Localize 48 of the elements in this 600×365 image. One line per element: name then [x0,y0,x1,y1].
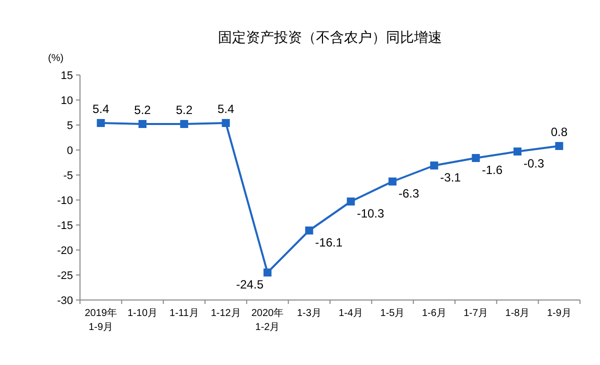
point [305,226,314,234]
y-tick-label: -10 [57,195,73,207]
data-label: -1.6 [482,163,503,177]
y-tick-label: -20 [57,245,73,257]
data-label: 5.2 [134,103,152,117]
point [346,198,355,206]
point [388,178,396,186]
y-tick-label: 15 [60,70,73,82]
y-tick-label: -25 [57,270,73,282]
x-tick-label: 1-3月 [296,308,322,319]
x-tick-label: 1-4月 [338,308,364,319]
x-tick-label: 1-9月 [546,308,572,319]
point [472,154,480,162]
y-axis-title: (%) [48,53,64,64]
data-label: -0.3 [524,156,545,170]
x-tick-label: 1-12月 [210,308,241,319]
data-label: 5.2 [176,103,193,117]
data-label: -6.3 [398,186,420,200]
data-label: -3.1 [440,170,462,184]
point [96,119,105,127]
point [222,119,230,127]
point [264,268,272,276]
x-tick-label: 1-5月 [380,308,405,319]
y-tick-label: -5 [63,170,73,182]
data-label: -16.1 [315,236,343,250]
x-tick-label: 2020年 1-2月 [251,307,284,333]
x-tick-label: 1-10月 [127,308,158,319]
data-label: 0.8 [550,125,568,139]
y-tick-label: 0 [66,145,73,157]
data-label: -10.3 [356,206,385,220]
point [430,162,438,170]
point [555,142,564,150]
y-tick-label: 5 [66,120,73,132]
x-tick-label: 1-7月 [464,308,488,319]
x-tick-label: 1-11月 [170,308,199,319]
data-label: 5.4 [92,102,110,116]
x-tick-label: 2019年 1-9月 [84,307,117,333]
y-tick-label: 10 [60,95,73,107]
chart-title: 固定资产投资（不含农户）同比增速 [218,29,442,45]
data-label: -24.5 [236,278,264,292]
point [514,148,522,156]
data-label: 5.4 [217,102,234,116]
point [138,120,146,128]
point [180,120,188,128]
x-tick-label: 1-6月 [422,308,446,319]
x-tick-label: 1-8月 [505,308,530,319]
y-tick-label: -30 [57,295,73,307]
y-tick-label: -15 [57,220,73,232]
